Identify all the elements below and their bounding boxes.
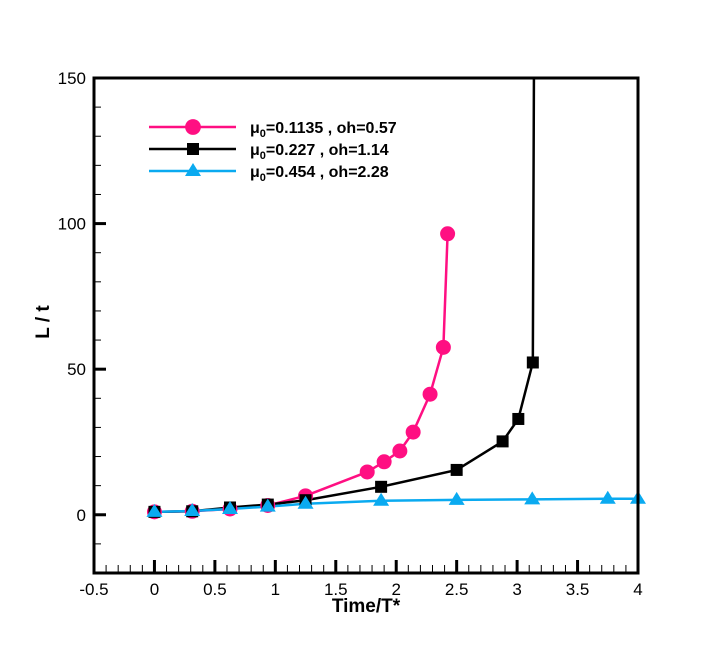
legend-subscript: 0 xyxy=(260,128,266,140)
data-point-triangle xyxy=(184,502,201,516)
data-point-circle xyxy=(440,226,456,242)
data-point-square xyxy=(512,412,525,425)
data-point-triangle xyxy=(297,495,314,509)
legend-rest: =0.1135 , oh=0.57 xyxy=(266,120,397,137)
x-tick-label: 3 xyxy=(512,580,521,599)
data-point-circle xyxy=(376,454,392,470)
legend-label: μ0=0.454 , oh=2.28 xyxy=(250,164,389,184)
data-point-triangle xyxy=(222,500,238,514)
y-tick-label: 50 xyxy=(67,360,86,379)
data-point-triangle xyxy=(448,491,465,505)
x-tick-label: 3.5 xyxy=(566,580,590,599)
x-tick-label: 1.5 xyxy=(324,580,348,599)
series-line xyxy=(154,78,536,514)
y-tick-label: 0 xyxy=(77,506,86,525)
x-tick-label: -0.5 xyxy=(79,580,108,599)
data-point-circle xyxy=(359,464,375,480)
data-point-circle xyxy=(435,339,451,355)
legend-subscript: 0 xyxy=(260,150,266,162)
data-point-circle xyxy=(392,443,408,459)
legend-mu: μ xyxy=(250,142,260,159)
marker-layer xyxy=(146,226,646,520)
legend-mu: μ xyxy=(250,120,260,137)
x-tick-label: 0.5 xyxy=(203,580,227,599)
data-point-circle xyxy=(422,386,438,402)
x-tick-label: 4 xyxy=(633,580,642,599)
legend-label: μ0=0.1135 , oh=0.57 xyxy=(250,120,397,140)
data-point-triangle xyxy=(185,163,201,176)
data-point-triangle xyxy=(524,491,541,505)
data-point-triangle xyxy=(259,498,276,512)
plot-frame xyxy=(92,76,640,575)
data-point-circle xyxy=(405,424,421,440)
legend-label: μ0=0.227 , oh=1.14 xyxy=(250,142,389,162)
x-tick-label: 2 xyxy=(391,580,400,599)
x-tick-label: 1 xyxy=(271,580,280,599)
data-point-square xyxy=(496,435,509,448)
data-point-square xyxy=(450,463,463,476)
x-tick-label: 0 xyxy=(150,580,159,599)
y-axis-title: L / t xyxy=(33,305,54,339)
x-tick-label: 2.5 xyxy=(445,580,469,599)
y-tick-label: 100 xyxy=(58,215,86,234)
legend-subscript: 0 xyxy=(260,172,266,184)
series-line xyxy=(154,497,638,514)
data-point-square xyxy=(187,143,199,155)
data-point-square xyxy=(526,356,539,369)
legend-rest: =0.454 , oh=2.28 xyxy=(266,164,389,181)
data-point-square xyxy=(375,480,388,493)
data-point-triangle xyxy=(373,492,390,506)
data-point-triangle xyxy=(599,490,616,504)
x-axis-title: Time/T* xyxy=(332,596,401,617)
series-line xyxy=(154,233,449,514)
tick-labels: -0.5 0 0.5 1 1.5 2 2.5 3 3.5 4 0 50 100 150 xyxy=(58,69,643,599)
legend-mu: μ xyxy=(250,164,260,181)
data-point-triangle xyxy=(146,503,163,517)
y-tick-label: 150 xyxy=(58,69,86,88)
data-point-circle xyxy=(185,119,201,135)
series-layer xyxy=(154,78,638,514)
legend-rest: =0.227 , oh=1.14 xyxy=(266,142,389,159)
